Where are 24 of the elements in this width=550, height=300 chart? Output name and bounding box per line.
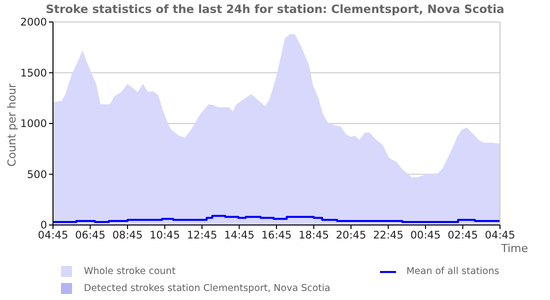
y-tick-label: 2000	[20, 16, 47, 29]
x-tick-label: 02:45	[448, 229, 478, 242]
x-tick-label: 04:45	[484, 229, 516, 242]
x-tick-label: 18:45	[298, 229, 329, 242]
x-tick-label: 10:45	[150, 229, 180, 242]
legend-label: Detected strokes station Clementsport, Nova Scotia	[84, 283, 330, 294]
x-axis-title: Time	[501, 242, 528, 255]
x-tick-label: 14:45	[224, 229, 254, 242]
y-tick-label: 1000	[20, 118, 47, 130]
chart-title: Stroke statistics of the last 24h for station: Clementsport, Nova Scotia	[44, 2, 506, 16]
y-axis-title: Count per hour	[6, 83, 18, 167]
legend-label: Mean of all stations	[406, 266, 500, 277]
legend-label: Whole stroke count	[84, 266, 176, 277]
x-tick-label: 20:45	[336, 229, 366, 242]
y-tick-label: 1500	[20, 67, 47, 80]
x-tick-label: 00:45	[410, 229, 441, 242]
y-tick-label: 500	[26, 168, 47, 181]
x-tick-label: 08:45	[112, 229, 143, 242]
x-tick-label: 04:45	[38, 229, 68, 242]
x-tick-label: 22:45	[373, 229, 404, 242]
x-tick-label: 16:45	[261, 229, 292, 242]
x-tick-label: 12:45	[186, 229, 218, 242]
x-tick-label: 06:45	[75, 229, 106, 242]
y-tick-label: 0	[40, 220, 47, 232]
